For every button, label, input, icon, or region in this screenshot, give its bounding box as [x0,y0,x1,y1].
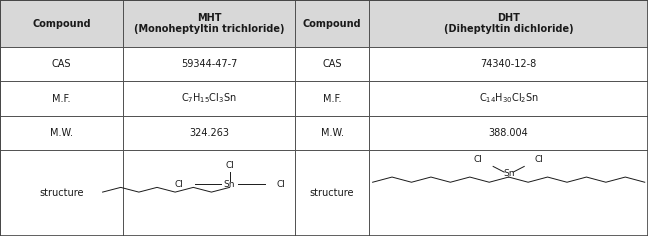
Bar [0,0,123,47]
Bar [0,81,123,116]
Bar [123,116,295,150]
Text: Compound: Compound [32,19,91,29]
Bar [0,150,123,236]
Text: Sn: Sn [503,169,515,178]
Bar [123,81,295,116]
Bar [369,150,648,236]
Bar [0,116,123,150]
Bar [369,116,648,150]
Bar [123,150,295,236]
Text: Compound: Compound [303,19,362,29]
Bar [123,81,295,116]
Bar [369,81,648,116]
Text: M.F.: M.F. [323,93,341,104]
Text: 74340-12-8: 74340-12-8 [481,59,537,69]
Text: M.W.: M.W. [50,128,73,138]
Bar [123,47,295,81]
Text: Cl: Cl [276,180,285,189]
Text: $\mathregular{C_7H_{15}Cl_3Sn}$: $\mathregular{C_7H_{15}Cl_3Sn}$ [181,92,237,105]
Text: Cl: Cl [535,155,544,164]
Text: 388.004: 388.004 [489,128,529,138]
Bar [295,116,369,150]
Bar [369,47,648,81]
Text: 324.263: 324.263 [189,128,229,138]
Text: Sn: Sn [224,180,235,189]
Bar [0,47,123,81]
Text: structure: structure [310,188,354,198]
Text: Cl: Cl [174,180,183,189]
Text: structure: structure [40,188,84,198]
Bar [369,0,648,47]
Bar [369,81,648,116]
Bar [295,81,369,116]
Text: $\mathregular{C_{14}H_{30}Cl_2Sn}$: $\mathregular{C_{14}H_{30}Cl_2Sn}$ [479,92,538,105]
Text: M.W.: M.W. [321,128,343,138]
Text: DHT
(Diheptyltin dichloride): DHT (Diheptyltin dichloride) [444,13,573,34]
Text: MHT
(Monoheptyltin trichloride): MHT (Monoheptyltin trichloride) [133,13,284,34]
Bar [295,47,369,81]
Bar [295,0,369,47]
Bar [295,150,369,236]
Text: M.F.: M.F. [52,93,71,104]
Text: CAS: CAS [322,59,342,69]
Text: Cl: Cl [225,161,234,170]
Bar [123,0,295,47]
Text: 59344-47-7: 59344-47-7 [181,59,237,69]
Text: CAS: CAS [52,59,71,69]
Text: Cl: Cl [474,155,483,164]
